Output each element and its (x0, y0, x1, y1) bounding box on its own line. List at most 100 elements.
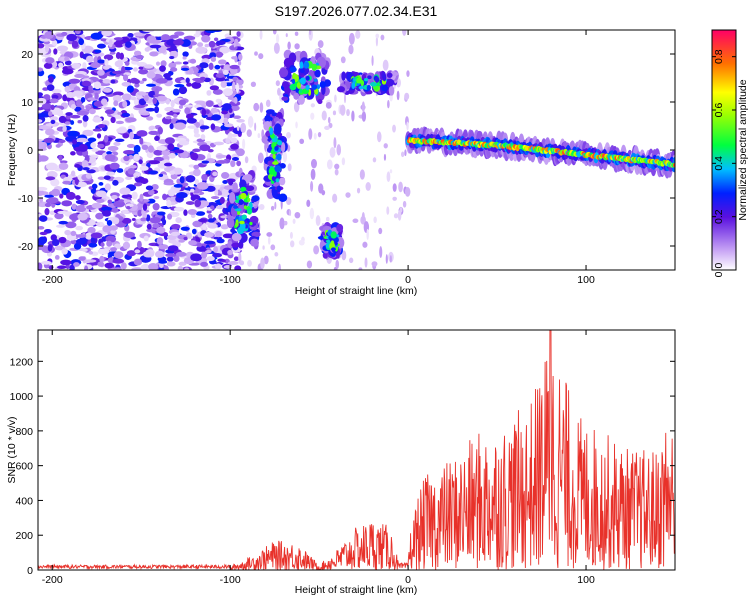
noise-cell (193, 164, 200, 170)
noise-cell (201, 35, 211, 43)
noise-cell (329, 147, 336, 158)
noise-cell (152, 223, 160, 229)
noise-cell (90, 62, 101, 69)
noise-cell (334, 94, 337, 103)
noise-cell (308, 30, 312, 36)
noise-cell (165, 116, 172, 120)
burst-1-core (239, 220, 245, 225)
noise-cell (185, 201, 195, 205)
noise-cell (285, 197, 292, 206)
x-tick-label: -200 (42, 574, 63, 586)
noise-cell (275, 80, 280, 87)
noise-cell (97, 43, 106, 49)
noise-cell (149, 125, 156, 130)
colorbar-tick-label: 0.0 (713, 263, 725, 278)
noise-cell (174, 84, 185, 88)
noise-cell (212, 171, 218, 177)
noise-cell (214, 64, 221, 70)
noise-cell (167, 213, 173, 220)
spectrogram-y-label: Frequency (Hz) (6, 114, 18, 186)
colorbar-label: Normalized spectral amplitude (737, 79, 749, 220)
noise-cell (187, 125, 198, 129)
noise-cell (234, 265, 242, 270)
noise-cell (189, 67, 194, 75)
noise-cell (315, 215, 321, 227)
noise-cell (166, 256, 174, 262)
burst-3-cell (317, 99, 323, 105)
noise-cell (351, 110, 355, 122)
burst-2-core (274, 165, 282, 173)
noise-cell (153, 149, 163, 156)
noise-cell (166, 111, 176, 116)
noise-cell (205, 100, 214, 108)
noise-cell (233, 42, 236, 48)
noise-cell (222, 88, 234, 97)
noise-cell (132, 135, 142, 140)
noise-cell (146, 116, 154, 121)
noise-cell (58, 162, 69, 170)
noise-cell (399, 207, 403, 213)
burst-1-core (246, 207, 253, 215)
noise-cell (178, 99, 187, 106)
noise-cell (62, 180, 72, 185)
noise-cell (148, 160, 161, 165)
noise-cell (77, 212, 88, 221)
noise-cell (400, 151, 405, 158)
noise-cell (90, 142, 97, 149)
noise-cell (58, 154, 63, 161)
noise-cell (406, 121, 409, 131)
noise-cell (211, 114, 222, 121)
noise-cell (382, 59, 389, 71)
noise-cell (169, 170, 176, 175)
noise-cell (346, 108, 350, 117)
noise-cell (158, 260, 168, 264)
noise-cell (333, 137, 337, 149)
noise-cell (365, 182, 371, 191)
noise-cell (348, 44, 354, 55)
noise-cell (356, 187, 361, 194)
noise-cell (210, 56, 217, 62)
noise-cell (154, 250, 165, 258)
noise-cell (78, 38, 85, 46)
noise-cell (94, 92, 99, 100)
noise-cell (332, 193, 338, 203)
noise-cell (290, 240, 295, 248)
noise-cell (97, 261, 104, 267)
noise-cell (56, 45, 69, 52)
noise-cell (236, 118, 245, 123)
noise-cell (156, 113, 163, 118)
noise-cell (142, 203, 148, 211)
noise-cell (58, 220, 69, 225)
noise-cell (143, 64, 154, 69)
noise-cell (203, 240, 216, 245)
noise-cell (138, 159, 143, 165)
noise-cell (287, 163, 292, 172)
noise-cell (102, 87, 113, 93)
noise-cell (38, 189, 45, 197)
noise-cell (402, 200, 407, 208)
burst-1-cell (250, 238, 259, 247)
noise-cell (95, 190, 107, 198)
noise-cell (69, 120, 75, 125)
noise-cell (96, 133, 102, 139)
noise-cell (156, 145, 167, 151)
burst-1-cell (231, 232, 242, 242)
burst-2-core (268, 167, 275, 175)
noise-cell (277, 87, 281, 96)
noise-cell (81, 159, 89, 167)
noise-cell (151, 211, 159, 215)
noise-cell (225, 138, 231, 144)
noise-cell (313, 132, 317, 140)
noise-cell (65, 221, 77, 229)
noise-cell (76, 99, 82, 108)
noise-cell (85, 173, 92, 179)
noise-cell (109, 162, 120, 170)
noise-cell (110, 116, 116, 124)
noise-cell (270, 205, 275, 211)
noise-cell (205, 249, 212, 254)
noise-cell (199, 76, 206, 81)
noise-cell (87, 226, 96, 234)
noise-cell (361, 211, 365, 222)
noise-cell (75, 205, 87, 213)
snr-y-label: SNR (10 * v/v) (6, 416, 18, 483)
